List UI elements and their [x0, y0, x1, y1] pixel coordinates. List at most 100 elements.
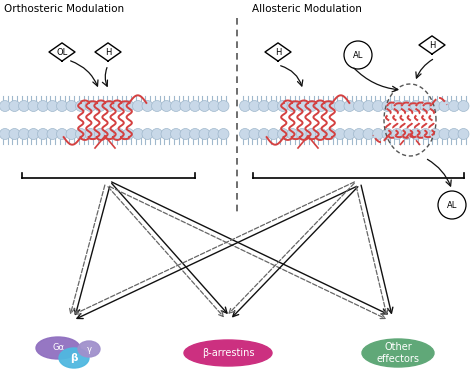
- Circle shape: [420, 101, 431, 112]
- Circle shape: [344, 128, 355, 139]
- Ellipse shape: [362, 339, 434, 367]
- Circle shape: [37, 101, 48, 112]
- Circle shape: [75, 101, 86, 112]
- Circle shape: [382, 128, 393, 139]
- Text: Other
effectors: Other effectors: [376, 342, 419, 364]
- Text: H: H: [429, 40, 435, 50]
- Circle shape: [297, 101, 308, 112]
- Text: γ: γ: [86, 344, 91, 354]
- Circle shape: [142, 128, 153, 139]
- Circle shape: [316, 101, 327, 112]
- Circle shape: [277, 128, 289, 139]
- Circle shape: [180, 128, 191, 139]
- Circle shape: [429, 101, 440, 112]
- Text: H: H: [105, 48, 111, 56]
- Ellipse shape: [59, 348, 89, 368]
- Text: β-arrestins: β-arrestins: [202, 348, 254, 358]
- Circle shape: [401, 128, 412, 139]
- Circle shape: [104, 128, 115, 139]
- Circle shape: [142, 101, 153, 112]
- Circle shape: [268, 128, 279, 139]
- Circle shape: [316, 128, 327, 139]
- Circle shape: [123, 101, 134, 112]
- Circle shape: [218, 128, 229, 139]
- Circle shape: [199, 128, 210, 139]
- Circle shape: [171, 128, 182, 139]
- Circle shape: [94, 128, 106, 139]
- Circle shape: [239, 128, 250, 139]
- Circle shape: [47, 128, 58, 139]
- Circle shape: [123, 128, 134, 139]
- Circle shape: [161, 128, 172, 139]
- Circle shape: [113, 101, 125, 112]
- Circle shape: [152, 101, 163, 112]
- Circle shape: [85, 101, 96, 112]
- Circle shape: [344, 101, 355, 112]
- Text: AL: AL: [353, 51, 363, 59]
- Circle shape: [0, 101, 10, 112]
- Text: Gα: Gα: [52, 344, 64, 352]
- Circle shape: [9, 128, 20, 139]
- Circle shape: [113, 128, 125, 139]
- Circle shape: [190, 101, 201, 112]
- Circle shape: [66, 128, 77, 139]
- Circle shape: [287, 101, 298, 112]
- Circle shape: [18, 128, 29, 139]
- Circle shape: [56, 101, 67, 112]
- Circle shape: [277, 101, 289, 112]
- Circle shape: [37, 128, 48, 139]
- Circle shape: [297, 128, 308, 139]
- Circle shape: [354, 101, 365, 112]
- Circle shape: [28, 101, 39, 112]
- Circle shape: [287, 128, 298, 139]
- Circle shape: [47, 101, 58, 112]
- Circle shape: [439, 128, 450, 139]
- Circle shape: [458, 101, 469, 112]
- Circle shape: [382, 101, 393, 112]
- Circle shape: [249, 128, 260, 139]
- Circle shape: [420, 128, 431, 139]
- Circle shape: [9, 101, 20, 112]
- Circle shape: [335, 101, 346, 112]
- Circle shape: [373, 128, 383, 139]
- Circle shape: [392, 128, 402, 139]
- Circle shape: [401, 101, 412, 112]
- Circle shape: [410, 128, 421, 139]
- Circle shape: [171, 101, 182, 112]
- Circle shape: [199, 101, 210, 112]
- Circle shape: [133, 101, 144, 112]
- Text: H: H: [275, 48, 281, 56]
- Circle shape: [180, 101, 191, 112]
- Circle shape: [335, 128, 346, 139]
- Circle shape: [363, 101, 374, 112]
- Circle shape: [268, 101, 279, 112]
- Circle shape: [363, 128, 374, 139]
- Circle shape: [373, 101, 383, 112]
- Circle shape: [104, 101, 115, 112]
- Circle shape: [448, 128, 459, 139]
- Ellipse shape: [78, 341, 100, 357]
- Ellipse shape: [36, 337, 80, 359]
- Circle shape: [75, 128, 86, 139]
- Circle shape: [239, 101, 250, 112]
- Text: Allosteric Modulation: Allosteric Modulation: [252, 4, 362, 14]
- Circle shape: [209, 128, 219, 139]
- Circle shape: [354, 128, 365, 139]
- Circle shape: [28, 128, 39, 139]
- Text: OL: OL: [56, 48, 68, 56]
- Circle shape: [56, 128, 67, 139]
- Circle shape: [94, 101, 106, 112]
- Circle shape: [152, 128, 163, 139]
- Text: Orthosteric Modulation: Orthosteric Modulation: [4, 4, 124, 14]
- Circle shape: [439, 101, 450, 112]
- Circle shape: [325, 128, 336, 139]
- Circle shape: [0, 128, 10, 139]
- Circle shape: [458, 128, 469, 139]
- Circle shape: [18, 101, 29, 112]
- Circle shape: [392, 101, 402, 112]
- Circle shape: [306, 128, 317, 139]
- Circle shape: [190, 128, 201, 139]
- Text: β: β: [70, 353, 78, 363]
- Text: AL: AL: [447, 200, 457, 210]
- Circle shape: [133, 128, 144, 139]
